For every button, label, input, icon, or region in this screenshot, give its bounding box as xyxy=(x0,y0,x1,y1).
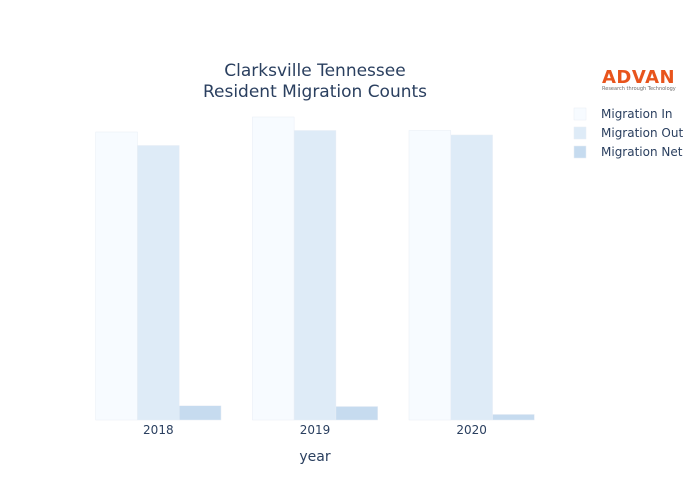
bar-migration-out-2018[interactable] xyxy=(137,145,180,421)
bar-migration-net-2018[interactable] xyxy=(178,405,222,421)
chart-title-line-2: Resident Migration Counts xyxy=(203,82,427,102)
x-tick-label-2019: 2019 xyxy=(300,423,331,437)
bar-migration-out-2019[interactable] xyxy=(293,130,337,421)
plot-area xyxy=(95,116,535,421)
legend-swatch xyxy=(573,145,587,159)
bar-migration-in-2018[interactable] xyxy=(95,131,138,421)
legend-item-migration-net[interactable]: Migration Net xyxy=(573,145,683,159)
legend-item-migration-out[interactable]: Migration Out xyxy=(573,126,683,140)
legend-swatch xyxy=(573,107,587,121)
legend-item-migration-in[interactable]: Migration In xyxy=(573,107,673,121)
x-tick-label-2020: 2020 xyxy=(456,423,487,437)
bar-migration-net-2020[interactable] xyxy=(492,414,535,421)
legend-swatch xyxy=(573,126,587,140)
bar-migration-net-2019[interactable] xyxy=(335,406,378,421)
logo-tagline: Research through Technology xyxy=(602,86,676,92)
bar-migration-out-2020[interactable] xyxy=(450,134,493,421)
advan-logo: ADVAN Research through Technology xyxy=(602,67,676,92)
chart-title-line-1: Clarksville Tennessee xyxy=(224,61,405,81)
legend[interactable]: Migration In Migration Out Migration Net xyxy=(573,107,683,159)
x-axis-ticks: 2018 2019 2020 xyxy=(143,423,487,437)
x-tick-label-2018: 2018 xyxy=(143,423,174,437)
bar-migration-in-2020[interactable] xyxy=(408,130,452,421)
x-axis-title: year xyxy=(299,449,330,465)
legend-label: Migration Net xyxy=(601,145,683,159)
logo-brand: ADVAN xyxy=(602,67,675,88)
legend-label: Migration Out xyxy=(601,126,683,140)
bar-migration-in-2019[interactable] xyxy=(252,116,295,421)
legend-label: Migration In xyxy=(601,107,673,121)
